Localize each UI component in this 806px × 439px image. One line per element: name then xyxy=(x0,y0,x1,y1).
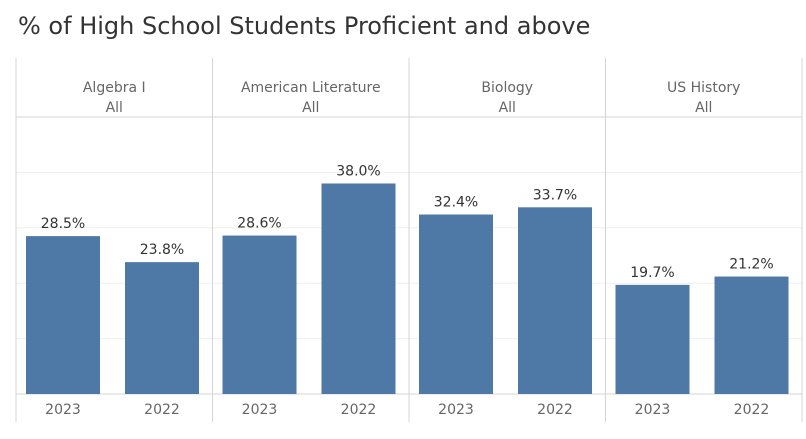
chart-title: % of High School Students Proficient and… xyxy=(18,12,591,40)
panel-header-subject: Biology xyxy=(481,80,533,96)
bar-value-label: 23.8% xyxy=(140,242,184,258)
bar-value-label: 28.5% xyxy=(41,216,85,232)
bar xyxy=(26,236,100,394)
bar-value-label: 38.0% xyxy=(336,163,380,179)
x-tick-label: 2022 xyxy=(341,402,377,418)
bar xyxy=(222,235,297,394)
bar-value-label: 32.4% xyxy=(434,195,478,211)
panel-header-subject: American Literature xyxy=(241,80,381,96)
panel-header-subject: Algebra I xyxy=(83,80,146,96)
x-tick-label: 2023 xyxy=(242,402,278,418)
x-tick-label: 2023 xyxy=(45,402,81,418)
bar xyxy=(714,276,789,394)
x-tick-label: 2023 xyxy=(635,402,671,418)
bar-value-label: 19.7% xyxy=(630,265,674,281)
bar xyxy=(419,214,493,394)
panel-header-filter: All xyxy=(106,100,123,116)
bar-value-label: 28.6% xyxy=(237,216,281,232)
bar-value-label: 21.2% xyxy=(729,257,773,273)
x-tick-label: 2022 xyxy=(144,402,180,418)
panel-header-filter: All xyxy=(302,100,319,116)
bar-value-label: 33.7% xyxy=(533,187,577,203)
bar xyxy=(615,284,690,394)
panel-header-filter: All xyxy=(499,100,516,116)
bar xyxy=(518,207,592,394)
x-tick-label: 2022 xyxy=(537,402,573,418)
bar xyxy=(321,183,396,394)
bar xyxy=(125,262,199,394)
x-tick-label: 2022 xyxy=(734,402,770,418)
panel-header-subject: US History xyxy=(667,80,740,96)
panel-header-filter: All xyxy=(695,100,712,116)
x-tick-label: 2023 xyxy=(438,402,474,418)
